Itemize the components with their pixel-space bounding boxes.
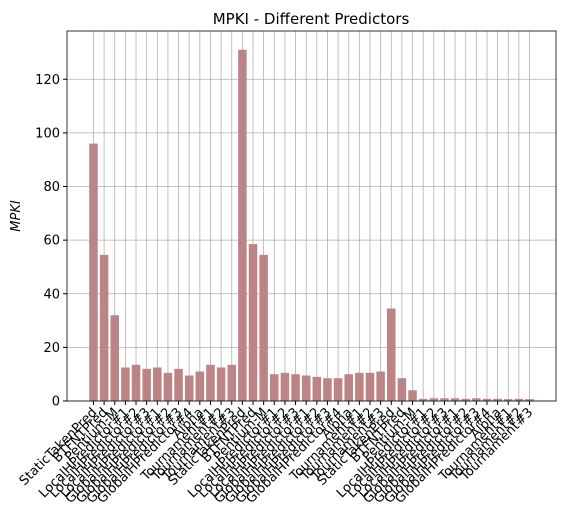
bar [387,308,396,401]
y-tick-label: 80 [43,180,60,195]
bar [397,378,407,401]
plot-frame [66,30,557,402]
bar [482,398,492,401]
bar [450,398,460,401]
bar [259,254,268,401]
bar [121,367,130,401]
bar [131,364,141,401]
bar [142,368,151,401]
bar [323,378,332,401]
bar [301,375,311,401]
y-tick-label: 40 [43,287,60,302]
bar [89,143,98,401]
bar [227,364,236,401]
bar [216,367,226,401]
chart-title: MPKI - Different Predictors [213,10,410,28]
bar [184,375,194,401]
bar [440,398,449,401]
bar [376,371,385,401]
bar [291,374,300,401]
bar [280,372,290,401]
y-tick-label: 60 [43,234,60,249]
bar [525,399,534,401]
bar [110,315,120,401]
bar [355,372,364,401]
y-tick-label: 0 [52,395,60,410]
bar [365,372,375,401]
bar [408,390,417,401]
bar [270,374,279,401]
bar [174,368,183,401]
bar [418,398,428,401]
bar [312,376,322,401]
bar [514,398,524,401]
bar [163,372,173,401]
y-tick-label: 20 [43,341,60,356]
y-tick-label: 100 [35,126,60,141]
bar [333,378,343,401]
bar [503,399,513,401]
bar [238,49,247,401]
bar [206,364,215,401]
bar [429,398,439,401]
bar [99,254,109,401]
bar [461,398,470,401]
bar [493,398,502,401]
y-tick-label: 120 [35,73,60,88]
bar [195,371,205,401]
bar [472,398,481,401]
bar [153,367,162,401]
y-axis-label: MPKI [9,200,24,232]
bar [248,244,258,401]
bar [344,374,353,401]
